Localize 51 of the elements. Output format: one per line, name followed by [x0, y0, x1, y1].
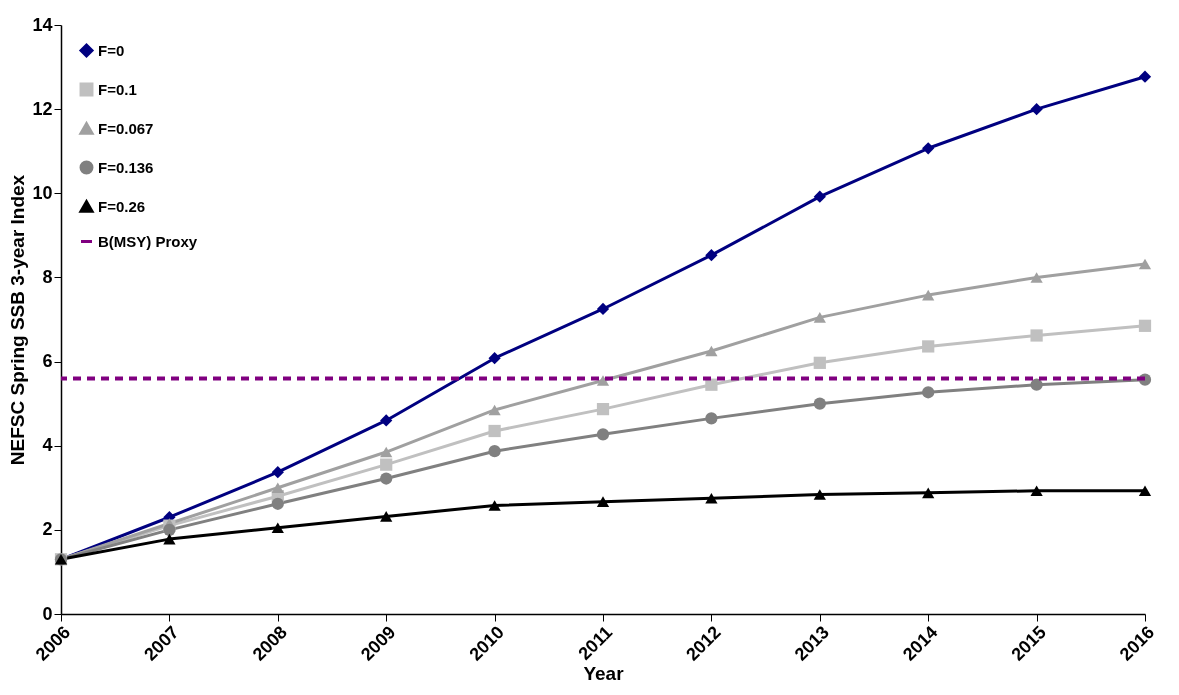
point: [922, 386, 935, 399]
point: [813, 397, 826, 410]
legend-label: F=0: [98, 41, 125, 59]
point: [163, 523, 176, 536]
legend-label: F=0.136: [98, 158, 154, 176]
legend-label: F=0.067: [98, 119, 154, 137]
y-tick-label: 14: [32, 14, 53, 35]
y-axis-title: NEFSC Spring SSB 3-year Index: [7, 174, 29, 466]
y-tick-label: 2: [42, 519, 53, 540]
point: [596, 402, 610, 416]
point: [813, 312, 826, 323]
point: [1138, 319, 1152, 332]
y-tick-label: 8: [42, 266, 53, 287]
point: [380, 458, 393, 471]
point: [488, 445, 501, 458]
point: [1138, 258, 1152, 270]
legend-label: F=0.1: [98, 80, 137, 98]
point: [271, 482, 284, 494]
x-axis-title: Year: [583, 662, 625, 684]
y-tick-label: 12: [32, 98, 53, 119]
point: [813, 356, 826, 369]
point: [813, 489, 826, 500]
point: [1030, 378, 1043, 391]
point: [596, 496, 610, 507]
legend-label: F=0.26: [98, 197, 146, 215]
point: [813, 190, 826, 203]
point: [488, 424, 501, 438]
point: [1138, 70, 1152, 83]
point: [922, 340, 935, 353]
legend-label: B(MSY) Proxy: [98, 232, 198, 250]
y-tick-label: 10: [32, 182, 53, 203]
point: [380, 414, 393, 427]
point: [922, 142, 935, 155]
point: [705, 249, 718, 262]
point: [271, 497, 284, 510]
point: [596, 302, 610, 316]
point: [380, 472, 393, 485]
point: [380, 511, 393, 522]
point: [596, 375, 610, 386]
point: [1138, 485, 1152, 497]
y-tick-label: 4: [42, 435, 53, 456]
point: [596, 428, 610, 441]
point: [488, 352, 501, 365]
point: [271, 466, 284, 479]
y-tick-label: 6: [42, 351, 53, 372]
y-tick-label: 0: [42, 603, 53, 624]
point: [922, 487, 935, 499]
point: [922, 289, 935, 301]
point: [271, 522, 284, 534]
point: [1030, 103, 1043, 116]
point: [380, 446, 393, 458]
